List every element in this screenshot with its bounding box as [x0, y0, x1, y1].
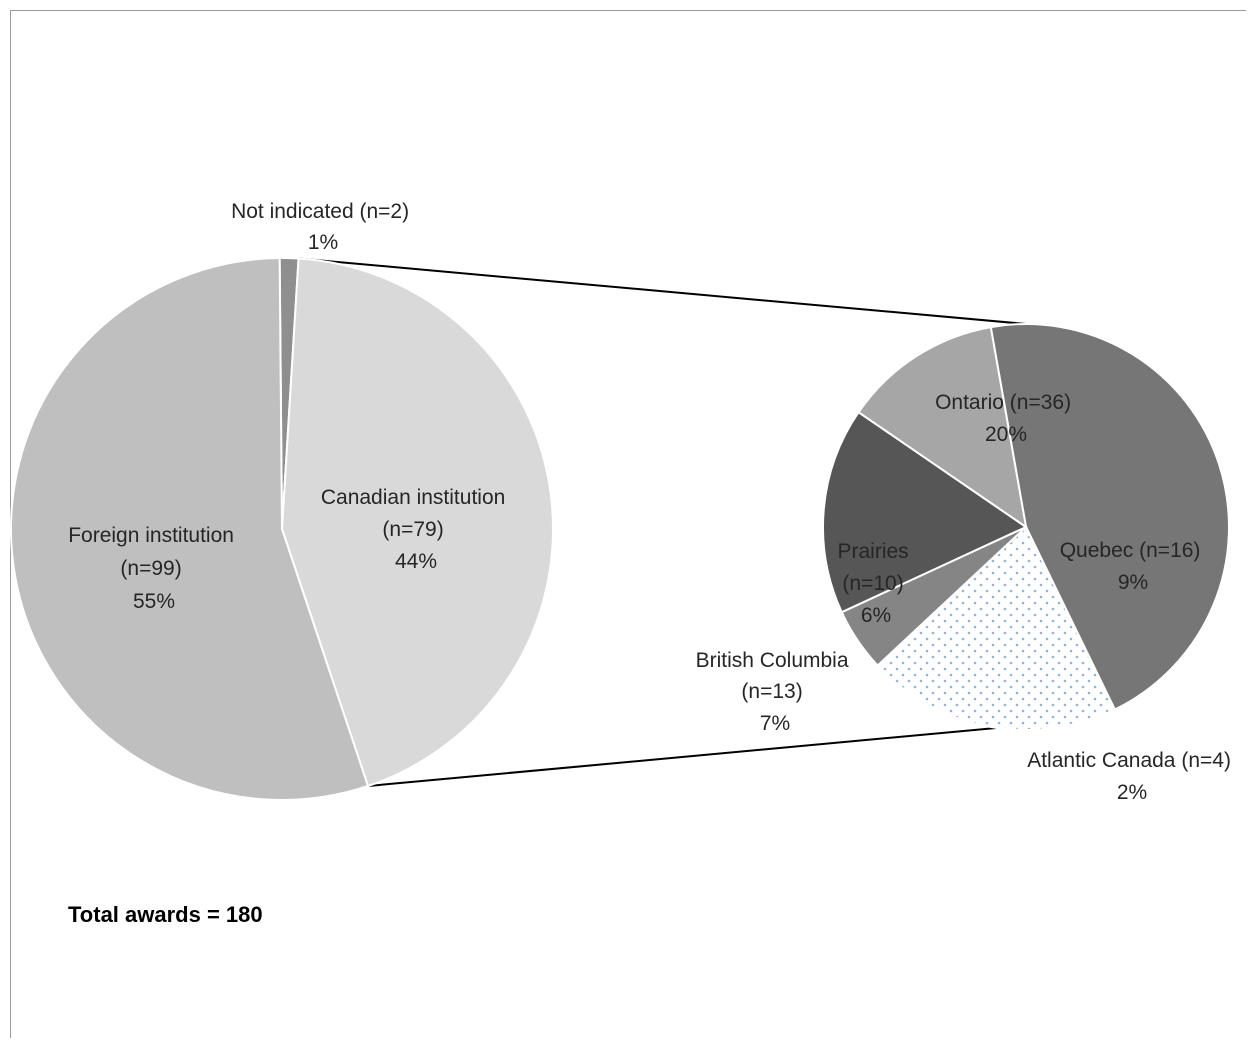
label-prairies: Prairies (n=10) 6% [837, 540, 914, 627]
main-pie [10, 256, 554, 801]
breakdown-pie [822, 322, 1230, 731]
label-not-indicated-pct: 1% [308, 231, 338, 254]
label-canadian-institution-pct: 44% [395, 550, 437, 573]
label-foreign-institution-name: Foreign institution [68, 524, 234, 547]
label-quebec-name: Quebec (n=16) [1060, 539, 1201, 562]
label-canadian-institution-n: (n=79) [382, 518, 443, 541]
label-canadian-institution-name: Canadian institution [321, 486, 505, 509]
label-prairies-pct: 6% [861, 604, 891, 627]
label-not-indicated-name: Not indicated (n=2) [231, 200, 409, 223]
label-atlantic-canada-pct: 2% [1117, 781, 1147, 804]
label-british-columbia-n: (n=13) [741, 680, 802, 703]
label-canadian-institution: Canadian institution (n=79) 44% [321, 486, 511, 573]
label-quebec: Quebec (n=16) 9% [1060, 539, 1207, 594]
label-ontario: Ontario (n=36) 20% [935, 391, 1077, 446]
label-not-indicated: Not indicated (n=2) 1% [231, 200, 415, 254]
label-prairies-n: (n=10) [842, 572, 903, 595]
slice-ontario [989, 322, 1230, 711]
label-british-columbia: British Columbia (n=13) 7% [696, 649, 855, 735]
label-atlantic-canada-name: Atlantic Canada (n=4) [1027, 749, 1231, 772]
label-british-columbia-pct: 7% [760, 712, 790, 735]
label-prairies-name: Prairies [837, 540, 908, 563]
slice-prairies [857, 325, 1028, 530]
label-atlantic-canada: Atlantic Canada (n=4) 2% [1027, 749, 1237, 804]
label-foreign-institution: Foreign institution (n=99) 55% [68, 524, 240, 613]
connector-line-top [298, 257, 1027, 325]
label-quebec-pct: 9% [1118, 571, 1148, 594]
connector-line-bottom [367, 727, 997, 787]
label-ontario-name: Ontario (n=36) [935, 391, 1071, 414]
slice-quebec [876, 525, 1117, 731]
slice-british-columbia [822, 410, 1029, 614]
total-awards-label: Total awards = 180 [68, 902, 263, 927]
slice-canadian-institution [280, 257, 554, 788]
connector-lines [298, 257, 1027, 787]
label-ontario-pct: 20% [985, 423, 1027, 446]
label-foreign-institution-n: (n=99) [120, 557, 181, 580]
slice-foreign-institution [10, 256, 370, 801]
label-british-columbia-name: British Columbia [696, 649, 849, 672]
label-foreign-institution-pct: 55% [133, 590, 175, 613]
